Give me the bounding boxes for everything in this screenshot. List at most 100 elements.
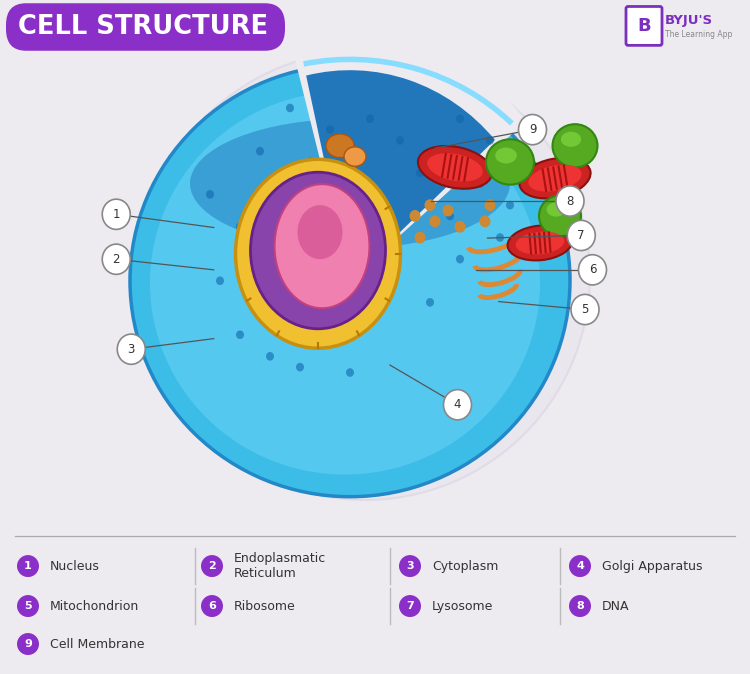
Ellipse shape	[274, 184, 370, 308]
Circle shape	[476, 179, 484, 188]
Ellipse shape	[508, 226, 572, 260]
Ellipse shape	[399, 555, 421, 577]
Ellipse shape	[17, 555, 39, 577]
Ellipse shape	[418, 146, 492, 189]
Ellipse shape	[160, 71, 570, 480]
Ellipse shape	[150, 91, 540, 474]
Ellipse shape	[344, 147, 366, 166]
Text: 1: 1	[24, 561, 32, 571]
Ellipse shape	[180, 90, 550, 460]
Circle shape	[415, 232, 425, 243]
Ellipse shape	[553, 124, 598, 167]
Circle shape	[296, 363, 304, 371]
Circle shape	[518, 115, 547, 145]
Text: Lysosome: Lysosome	[432, 600, 494, 613]
Ellipse shape	[569, 555, 591, 577]
Wedge shape	[306, 70, 495, 281]
Ellipse shape	[17, 633, 39, 655]
Circle shape	[446, 212, 454, 220]
Circle shape	[216, 276, 224, 285]
Ellipse shape	[130, 65, 570, 497]
Circle shape	[266, 352, 274, 361]
Ellipse shape	[520, 158, 590, 198]
Text: 3: 3	[406, 561, 414, 571]
Circle shape	[206, 190, 214, 199]
Text: 1: 1	[112, 208, 120, 221]
Ellipse shape	[236, 159, 400, 348]
Ellipse shape	[516, 232, 564, 254]
Text: 7: 7	[578, 229, 585, 242]
Circle shape	[456, 115, 464, 123]
FancyBboxPatch shape	[626, 7, 662, 45]
Ellipse shape	[201, 595, 223, 617]
Ellipse shape	[17, 595, 39, 617]
Circle shape	[416, 168, 424, 177]
Circle shape	[443, 390, 472, 420]
Text: 4: 4	[454, 398, 461, 411]
Circle shape	[346, 368, 354, 377]
Ellipse shape	[561, 131, 581, 147]
Circle shape	[410, 210, 421, 222]
Circle shape	[456, 255, 464, 264]
Circle shape	[486, 136, 494, 145]
Circle shape	[276, 179, 284, 188]
Text: Ribosome: Ribosome	[234, 600, 296, 613]
Text: BYJU'S: BYJU'S	[665, 14, 713, 27]
Ellipse shape	[201, 555, 223, 577]
Text: 3: 3	[128, 342, 135, 356]
Text: CELL STRUCTURE: CELL STRUCTURE	[18, 14, 268, 40]
Text: 4: 4	[576, 561, 584, 571]
FancyBboxPatch shape	[6, 3, 285, 51]
Text: 6: 6	[208, 601, 216, 611]
Text: Endoplasmatic
Reticulum: Endoplasmatic Reticulum	[234, 552, 326, 580]
Circle shape	[236, 222, 244, 231]
Text: Cell Membrane: Cell Membrane	[50, 638, 145, 650]
Text: 2: 2	[208, 561, 216, 571]
Text: 9: 9	[24, 639, 32, 649]
Text: 6: 6	[589, 264, 596, 276]
Circle shape	[346, 168, 354, 177]
Text: The Learning App: The Learning App	[665, 30, 732, 39]
Text: 8: 8	[566, 195, 574, 208]
Ellipse shape	[569, 595, 591, 617]
Circle shape	[556, 186, 584, 216]
Circle shape	[426, 298, 434, 307]
Circle shape	[578, 255, 607, 285]
Ellipse shape	[539, 195, 581, 237]
Circle shape	[117, 334, 146, 365]
Circle shape	[102, 199, 130, 229]
Text: 7: 7	[406, 601, 414, 611]
Circle shape	[366, 115, 374, 123]
Ellipse shape	[140, 51, 590, 500]
Circle shape	[496, 233, 504, 242]
Ellipse shape	[495, 148, 517, 163]
Ellipse shape	[427, 153, 483, 181]
Text: 5: 5	[581, 303, 589, 316]
Circle shape	[236, 330, 244, 339]
Ellipse shape	[486, 140, 534, 185]
Text: Nucleus: Nucleus	[50, 559, 100, 573]
Text: 2: 2	[112, 253, 120, 266]
Circle shape	[286, 104, 294, 113]
Ellipse shape	[251, 173, 386, 329]
Text: DNA: DNA	[602, 600, 629, 613]
Text: Cytoplasm: Cytoplasm	[432, 559, 498, 573]
Text: B: B	[638, 17, 651, 35]
Ellipse shape	[399, 595, 421, 617]
Text: 9: 9	[529, 123, 536, 136]
Circle shape	[442, 205, 454, 216]
Ellipse shape	[298, 205, 343, 259]
Circle shape	[102, 244, 130, 274]
Circle shape	[454, 221, 466, 233]
Circle shape	[396, 136, 404, 145]
Text: 5: 5	[24, 601, 32, 611]
Circle shape	[567, 220, 596, 251]
Ellipse shape	[190, 119, 510, 248]
Circle shape	[430, 216, 440, 227]
Ellipse shape	[547, 202, 566, 216]
Circle shape	[479, 216, 490, 227]
Circle shape	[571, 295, 599, 325]
Circle shape	[424, 200, 436, 211]
Text: Golgi Apparatus: Golgi Apparatus	[602, 559, 703, 573]
Circle shape	[326, 125, 334, 134]
